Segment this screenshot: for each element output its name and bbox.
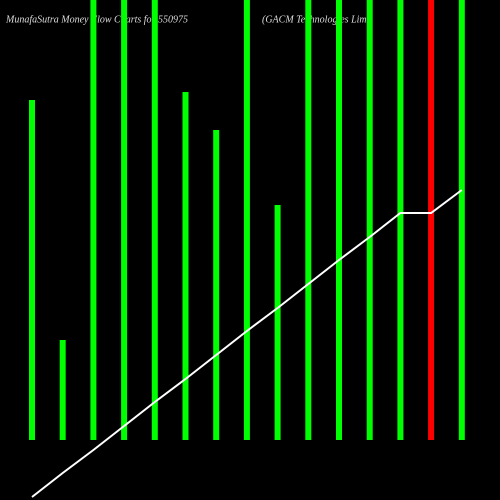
bar (397, 0, 404, 440)
bar (366, 0, 373, 440)
bar (121, 0, 128, 440)
bar (59, 340, 66, 440)
trend-line (31, 189, 463, 498)
chart-subtitle: (GACM Technologies Limit (262, 14, 372, 25)
bar (336, 0, 342, 440)
bar (243, 0, 250, 440)
bar (274, 205, 281, 440)
bar (428, 0, 435, 440)
bar (458, 0, 465, 440)
bar (305, 0, 312, 440)
bar (213, 130, 220, 440)
bar (29, 100, 35, 440)
bar (182, 92, 189, 440)
bar (90, 0, 97, 440)
chart-title: MunafaSutra Money Flow Charts for 550975 (5, 14, 188, 25)
bar (151, 0, 158, 440)
